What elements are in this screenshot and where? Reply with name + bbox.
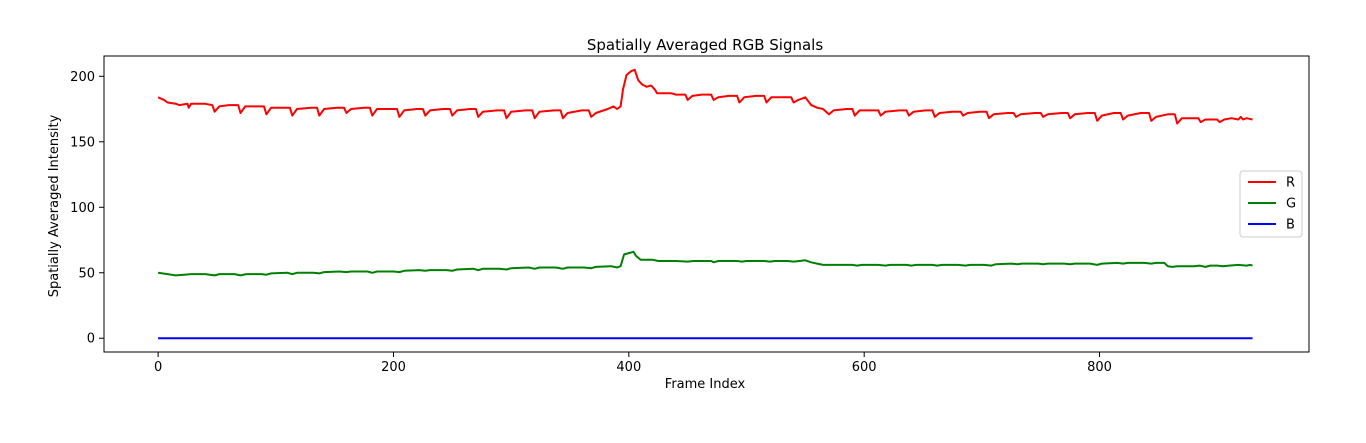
chart-title: Spatially Averaged RGB Signals: [587, 36, 824, 54]
axes: 0 200 400 600 800 0 50 100 150 200: [70, 55, 1310, 375]
plot-frame: [103, 55, 1310, 353]
x-tick-label: 200: [381, 360, 406, 375]
x-tick-label: 0: [154, 360, 162, 375]
series-line-r: [157, 68, 1253, 125]
y-tick-label: 50: [78, 266, 95, 281]
y-tick-label: 100: [70, 201, 95, 216]
x-tick-label: 400: [616, 360, 641, 375]
legend-label-g: G: [1286, 197, 1296, 212]
legend-label-b: B: [1286, 218, 1295, 233]
y-tick-label: 0: [87, 332, 95, 347]
x-tick-label: 600: [852, 360, 877, 375]
x-axis-label: Frame Index: [665, 377, 746, 392]
y-tick-label: 200: [70, 70, 95, 85]
legend: RGB: [1239, 170, 1303, 238]
legend-label-r: R: [1286, 176, 1295, 191]
x-tick-label: 800: [1087, 360, 1112, 375]
y-tick-label: 150: [70, 135, 95, 150]
series-line-g: [157, 250, 1253, 277]
plot-area: [157, 68, 1253, 340]
y-axis-label: Spatially Averaged Intensity: [47, 114, 62, 297]
